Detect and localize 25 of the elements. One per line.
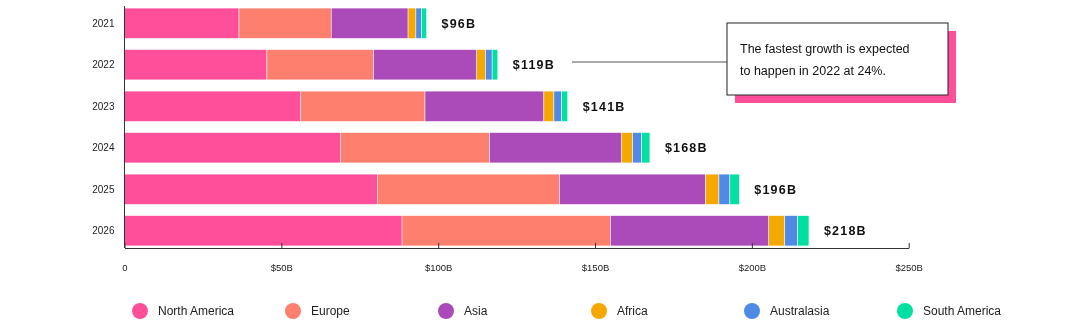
x-tick-label: $250B: [895, 262, 923, 274]
x-tick-label: $50B: [270, 262, 293, 274]
legend-label: Europe: [311, 304, 351, 319]
y-tick-label: 2023: [92, 100, 115, 112]
x-tick-label: $150B: [581, 262, 610, 274]
legend-label: South America: [923, 304, 1002, 319]
total-label: $168B: [664, 141, 708, 156]
x-tick-label: 0: [122, 262, 128, 274]
y-tick-label: 2025: [92, 183, 115, 195]
total-label: $141B: [582, 99, 626, 114]
y-tick-label: 2022: [92, 59, 115, 71]
legend-label: Africa: [617, 304, 648, 319]
legend-label: North America: [158, 304, 235, 319]
legend-label: Asia: [464, 304, 488, 319]
y-tick-label: 2026: [92, 225, 115, 237]
annotation: The fastest growth is expected to happen in 2022 at 24%.: [740, 42, 910, 78]
legend-label: Australasia: [770, 304, 830, 319]
y-tick-label: 2024: [92, 142, 115, 154]
total-label: $196B: [754, 182, 798, 197]
y-tick-label: 2021: [92, 17, 115, 29]
x-tick-label: $200B: [738, 262, 767, 274]
total-label: $96B: [441, 16, 477, 31]
x-tick-label: $100B: [424, 262, 453, 274]
total-label: $218B: [823, 224, 867, 239]
total-label: $119B: [512, 58, 555, 73]
